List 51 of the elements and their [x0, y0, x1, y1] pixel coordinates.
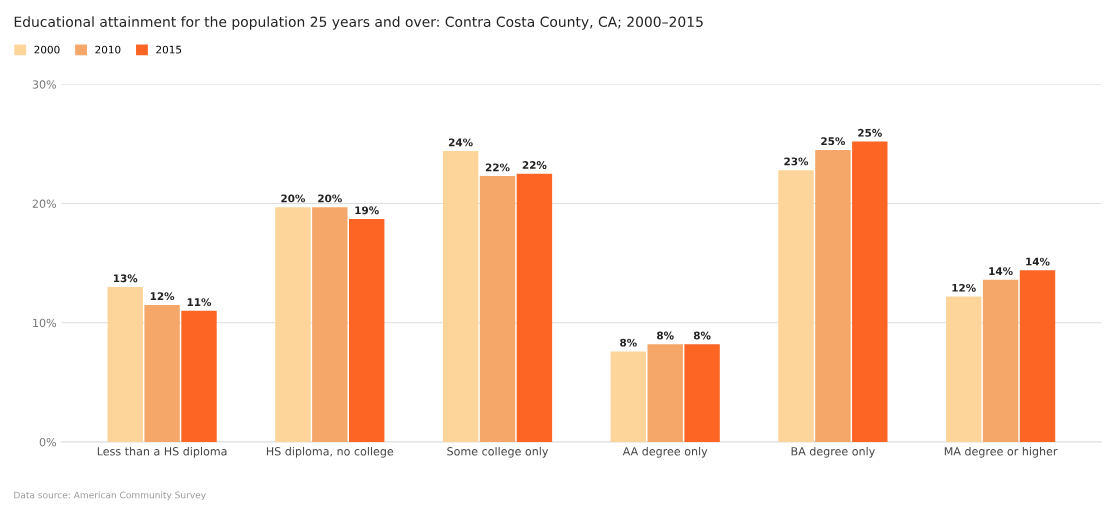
bar [1019, 270, 1056, 443]
bar [275, 207, 311, 443]
data-label: 22% [485, 163, 510, 172]
data-label: 8% [657, 331, 674, 340]
bar [107, 287, 143, 443]
bar [778, 170, 814, 443]
y-tick-label: 0% [39, 437, 57, 447]
bar [610, 351, 647, 443]
bar [144, 304, 180, 443]
legend-label: 2000 [34, 45, 60, 54]
data-label: 25% [821, 137, 846, 146]
bar [348, 219, 385, 443]
bar [312, 207, 348, 443]
bar [982, 279, 1019, 443]
data-label: 24% [448, 138, 473, 147]
data-label: 19% [355, 206, 379, 215]
data-label: 14% [1026, 257, 1050, 266]
x-tick-label: Less than a HS diploma [97, 446, 227, 458]
x-tick-label: BA degree only [791, 446, 875, 458]
bar [684, 344, 720, 443]
legend-label: 2015 [156, 45, 182, 54]
bar [946, 296, 982, 443]
bar [479, 176, 516, 443]
data-label: 11% [187, 298, 212, 307]
data-label: 14% [989, 267, 1013, 276]
data-label: 13% [113, 274, 138, 283]
data-label: 20% [318, 194, 342, 203]
x-tick-label: Some college only [447, 446, 549, 458]
data-label: 23% [784, 157, 809, 166]
bar [181, 310, 217, 443]
bar [516, 173, 553, 443]
bar [647, 344, 683, 443]
data-label: 12% [150, 292, 175, 301]
bar [815, 149, 851, 443]
y-tick-label: 30% [32, 80, 57, 89]
chart-title: Educational attainment for the population 25 years and over: Contra Costa County, CA; 2000–2015 [14, 16, 703, 30]
x-tick-label: HS diploma, no college [266, 446, 394, 458]
legend-label: 2010 [95, 45, 121, 54]
data-label: 8% [620, 338, 637, 347]
data-label: 25% [858, 128, 882, 137]
x-tick-label: MA degree or higher [944, 446, 1058, 458]
bar [442, 151, 479, 443]
data-label: 22% [522, 161, 547, 169]
data-label: 12% [952, 283, 976, 292]
data-label: 8% [693, 331, 711, 340]
x-tick-label: AA degree only [622, 446, 708, 458]
data-label: 20% [281, 194, 306, 203]
y-tick-label: 10% [33, 318, 57, 328]
source-note: Data source: American Community Survey [14, 491, 206, 501]
bar [852, 141, 888, 443]
y-tick-label: 20% [32, 199, 57, 208]
